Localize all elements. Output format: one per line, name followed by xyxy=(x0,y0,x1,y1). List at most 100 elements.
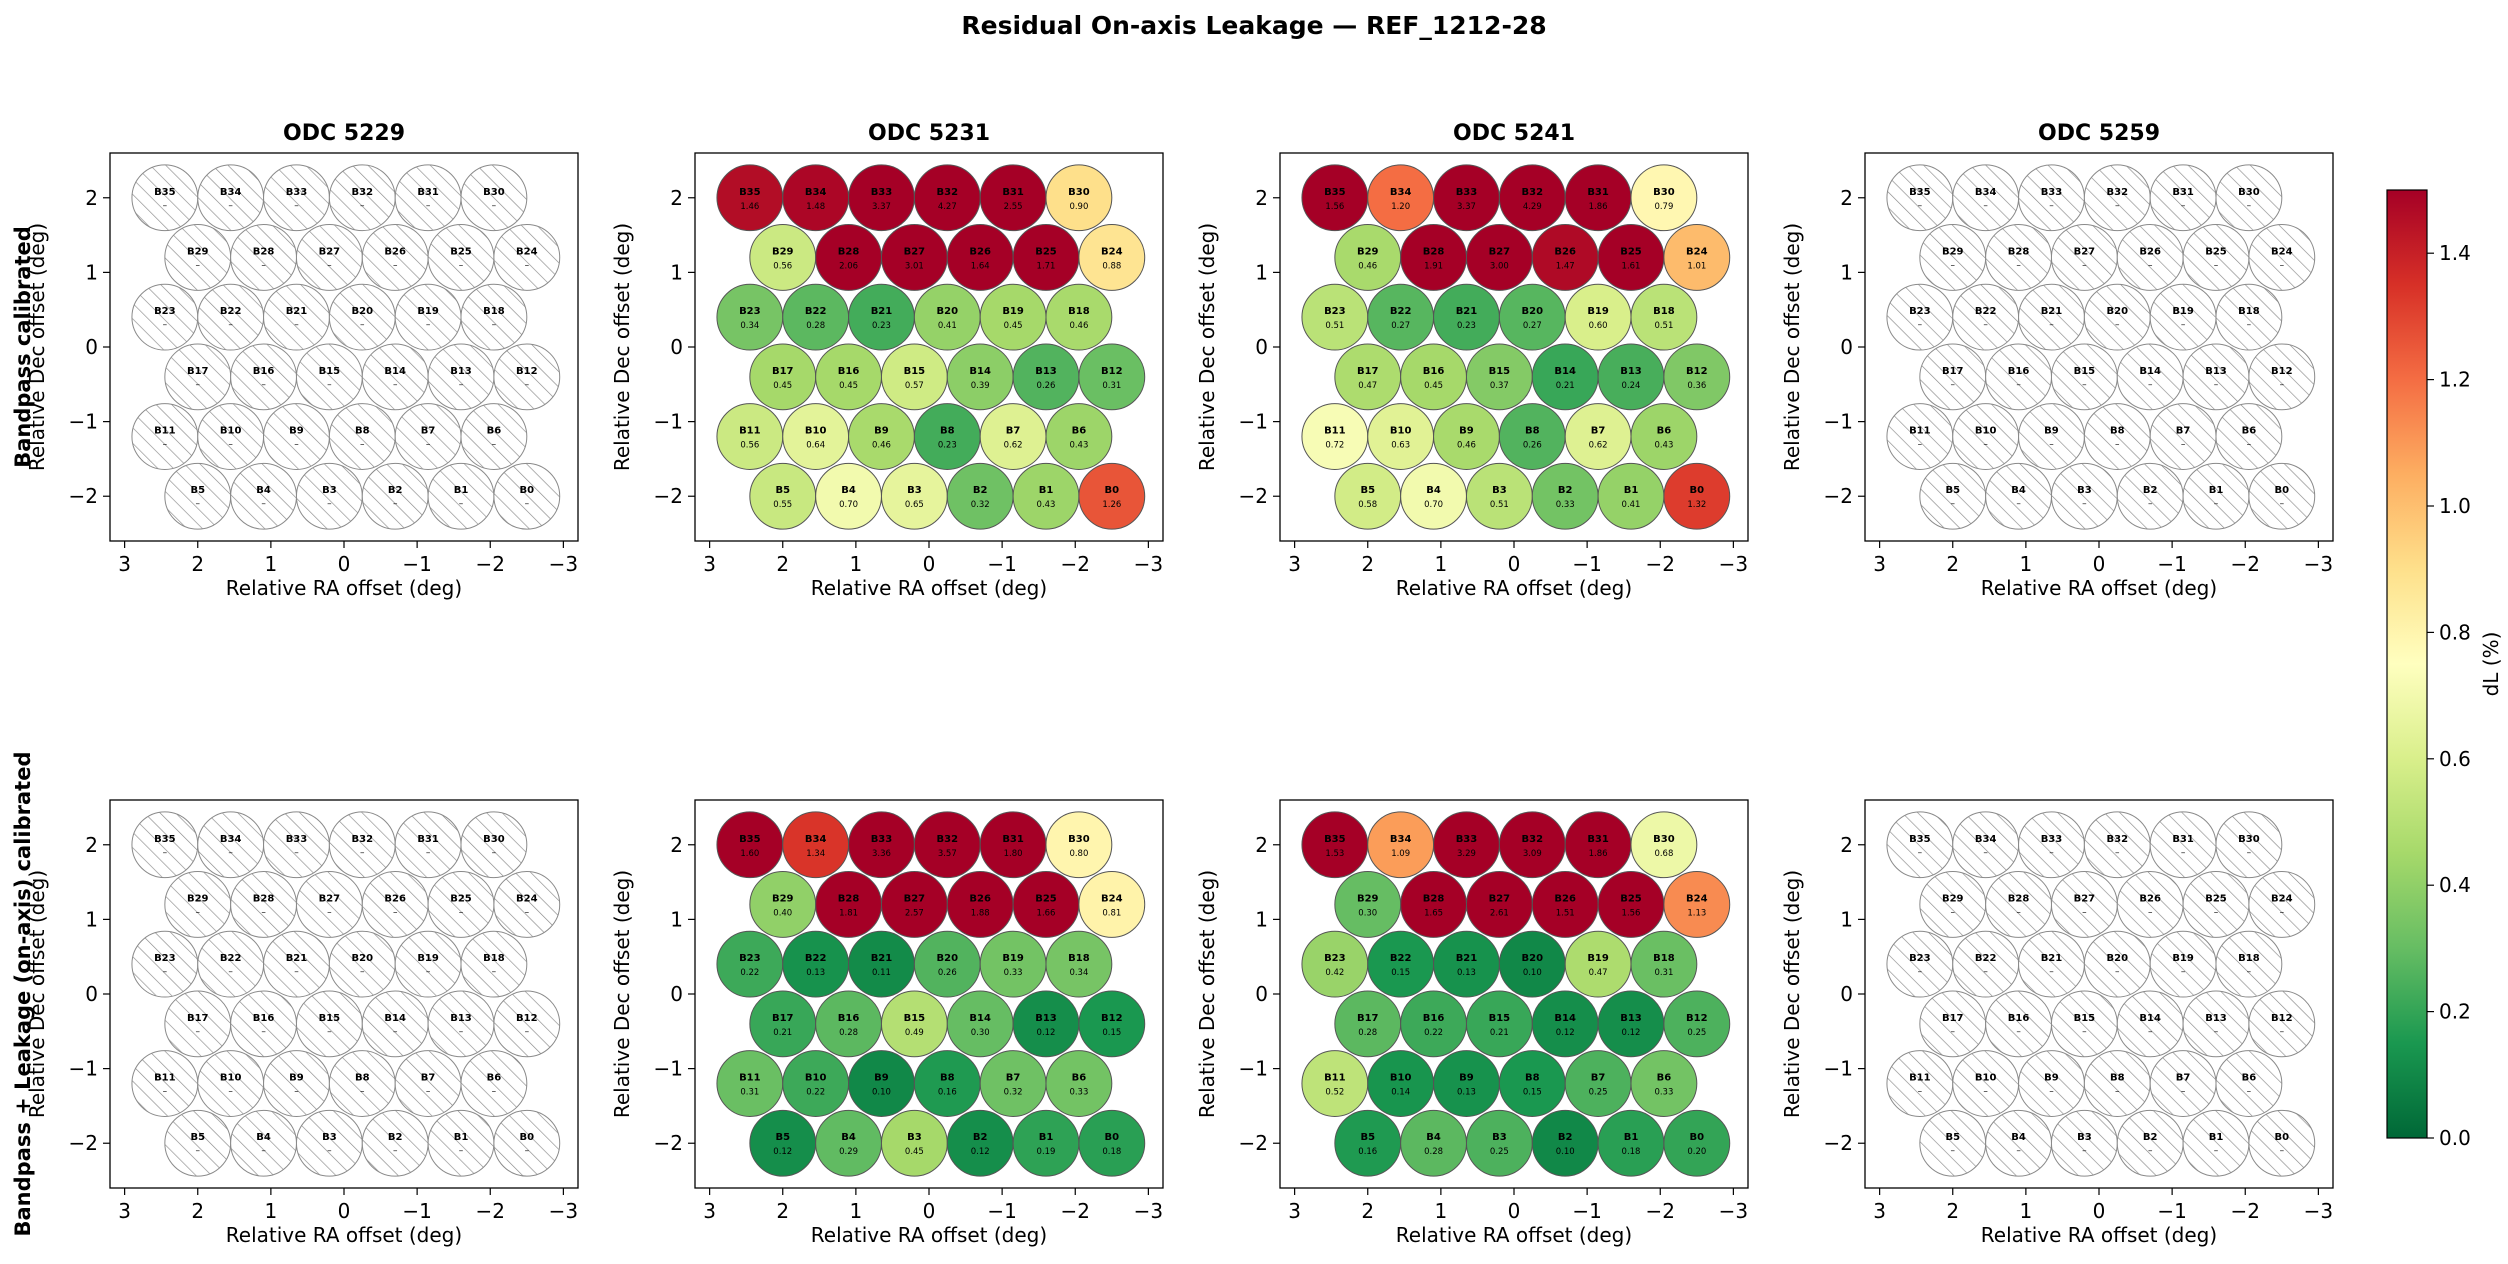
y-tick-label: 0 xyxy=(1255,335,1268,359)
beam-value: – xyxy=(2115,440,2120,450)
beam-value: – xyxy=(1918,1087,1923,1097)
beam-value: 0.28 xyxy=(806,321,825,331)
beam-value: – xyxy=(327,260,332,270)
beam-label: B18 xyxy=(1068,306,1090,317)
beam-value: 0.64 xyxy=(806,441,825,451)
beam-label: B25 xyxy=(450,246,472,257)
x-tick-label: −3 xyxy=(2304,552,2333,576)
x-tick-label: 1 xyxy=(1435,552,1448,576)
y-tick-label: −1 xyxy=(1824,410,1853,434)
beam-label: B7 xyxy=(1591,1073,1606,1084)
y-tick-label: −1 xyxy=(69,410,98,434)
beam-label: B23 xyxy=(154,306,176,317)
beam-value: 0.30 xyxy=(1358,908,1377,918)
beam-label: B6 xyxy=(1657,1073,1672,1084)
beam-value: 0.10 xyxy=(872,1088,891,1098)
beam-value: 1.81 xyxy=(839,908,858,918)
beam-value: – xyxy=(1983,320,1988,330)
beam-label: B26 xyxy=(384,246,406,257)
beam-label: B9 xyxy=(289,1073,304,1084)
beam-label: B9 xyxy=(1459,1073,1474,1084)
beam-value: 0.47 xyxy=(1358,381,1377,391)
beam-label: B15 xyxy=(319,1013,341,1024)
x-tick-label: 1 xyxy=(1435,1199,1448,1223)
x-tick-label: 2 xyxy=(1946,552,1959,576)
beam-label: B17 xyxy=(1942,1013,1964,1024)
beam-label: B29 xyxy=(1357,893,1379,904)
beam-value: – xyxy=(2148,1146,2153,1156)
beam-value: 0.51 xyxy=(1325,321,1344,331)
beam-label: B5 xyxy=(190,1132,205,1143)
beam-label: B11 xyxy=(1324,1073,1346,1084)
beam-value: – xyxy=(426,1087,431,1097)
beam-label: B23 xyxy=(154,953,176,964)
beam-label: B27 xyxy=(2074,893,2096,904)
beam-value: – xyxy=(393,260,398,270)
beam-value: – xyxy=(459,1027,464,1037)
beam-label: B24 xyxy=(2271,246,2293,257)
beam-label: B11 xyxy=(1909,426,1931,437)
beam-label: B24 xyxy=(516,893,538,904)
beam-value: – xyxy=(426,201,431,211)
beam-value: 0.45 xyxy=(773,381,792,391)
beam-value: – xyxy=(2049,848,2054,858)
y-tick-label: 2 xyxy=(670,186,683,210)
beam-value: – xyxy=(2247,320,2252,330)
y-axis-label: Relative Dec offset (deg) xyxy=(1195,870,1219,1118)
beam-label: B22 xyxy=(220,306,242,317)
y-tick-label: 2 xyxy=(85,186,98,210)
colorbar-tick-label: 0.4 xyxy=(2439,873,2471,897)
beam-value: – xyxy=(327,1146,332,1156)
beam-label: B26 xyxy=(384,893,406,904)
beam-b0 xyxy=(1078,1109,1146,1177)
beam-label: B30 xyxy=(483,187,505,198)
beam-value: – xyxy=(2016,1146,2021,1156)
x-axis-label: Relative RA offset (deg) xyxy=(811,576,1047,600)
y-tick-label: −2 xyxy=(654,1131,683,1155)
x-tick-label: 2 xyxy=(1361,1199,1374,1223)
beam-value: – xyxy=(459,1146,464,1156)
beam-value: 0.45 xyxy=(1004,321,1023,331)
beam-value: 2.06 xyxy=(839,261,858,271)
beam-label: B13 xyxy=(1620,1013,1642,1024)
beam-label: B0 xyxy=(1690,1132,1705,1143)
beam-label: B33 xyxy=(2041,834,2063,845)
beam-label: B18 xyxy=(483,306,505,317)
beam-label: B21 xyxy=(871,953,893,964)
colorbar-tick-label: 1.0 xyxy=(2439,494,2471,518)
beam-label: B8 xyxy=(2110,1073,2125,1084)
beam-b24 xyxy=(1663,871,1731,938)
colorbar-tick-label: 0.8 xyxy=(2439,620,2471,644)
beam-label: B15 xyxy=(2074,366,2096,377)
beam-value: – xyxy=(163,848,168,858)
beam-label: B6 xyxy=(487,1073,502,1084)
x-axis-label: Relative RA offset (deg) xyxy=(1396,1223,1632,1247)
beam-value: 0.12 xyxy=(773,1147,792,1157)
beam-label: B5 xyxy=(775,1132,790,1143)
beam-value: – xyxy=(327,499,332,509)
beam-value: – xyxy=(1983,967,1988,977)
beam-label: B32 xyxy=(352,834,374,845)
beam-value: – xyxy=(196,907,201,917)
beam-value: – xyxy=(426,848,431,858)
beam-label: B2 xyxy=(2143,485,2158,496)
beam-value: – xyxy=(459,380,464,390)
beam-label: B27 xyxy=(1489,246,1511,257)
beam-value: 0.29 xyxy=(839,1147,858,1157)
beam-label: B2 xyxy=(388,485,403,496)
beam-label: B34 xyxy=(220,187,242,198)
x-tick-label: 0 xyxy=(338,1199,351,1223)
panel-1-1: ODC 5229B35–B34–B33–B32–B31–B30–B29–B28–… xyxy=(11,121,579,600)
beam-value: 1.86 xyxy=(1589,202,1608,212)
beam-label: B1 xyxy=(2209,1132,2224,1143)
beam-value: – xyxy=(360,320,365,330)
beam-value: 0.62 xyxy=(1004,441,1023,451)
beam-value: 0.45 xyxy=(905,1147,924,1157)
beam-value: 0.20 xyxy=(1687,1147,1706,1157)
beam-value: – xyxy=(2049,201,2054,211)
beam-value: – xyxy=(2115,967,2120,977)
y-tick-label: 0 xyxy=(670,335,683,359)
beam-label: B10 xyxy=(220,1073,242,1084)
beam-label: B19 xyxy=(1002,306,1024,317)
beam-value: 0.40 xyxy=(773,908,792,918)
